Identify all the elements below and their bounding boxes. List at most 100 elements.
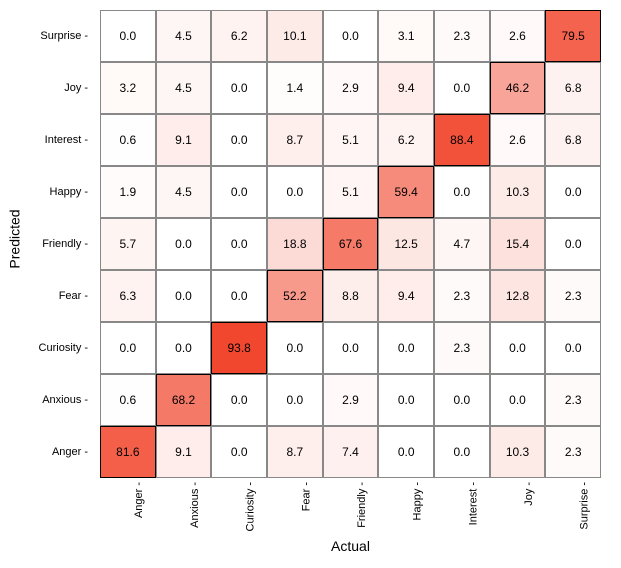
heatmap-cell: 5.1 — [323, 166, 379, 218]
x-tick-label: Anxious - — [189, 482, 201, 528]
y-tick-label: Friendly- — [30, 218, 88, 270]
y-tick-label: Happy- — [30, 166, 88, 218]
heatmap-cell: 88.4 — [434, 114, 490, 166]
y-tick-label: Curiosity- — [30, 322, 88, 374]
heatmap-cell: 6.8 — [545, 62, 601, 114]
tick-mark-icon: - — [523, 482, 535, 486]
y-tick-label: Surprise- — [30, 10, 88, 62]
heatmap-cell: 12.5 — [378, 218, 434, 270]
heatmap-cell: 10.3 — [490, 166, 546, 218]
heatmap-cell: 0.0 — [100, 10, 156, 62]
y-tick-text: Friendly — [42, 238, 81, 250]
heatmap-cell: 0.0 — [378, 426, 434, 478]
heatmap-cell: 0.6 — [100, 374, 156, 426]
tick-mark-icon: - — [84, 186, 88, 198]
heatmap-cell: 9.1 — [156, 114, 212, 166]
heatmap-cell: 0.0 — [267, 322, 323, 374]
heatmap-cell: 8.7 — [267, 426, 323, 478]
heatmap-cell: 0.0 — [434, 374, 490, 426]
x-tick-text: Happy — [412, 489, 424, 521]
heatmap-cell: 0.0 — [211, 374, 267, 426]
tick-mark-icon: - — [84, 342, 88, 354]
heatmap-cell: 59.4 — [378, 166, 434, 218]
x-tick-label: Happy - — [412, 482, 424, 520]
heatmap-cell: 0.0 — [211, 62, 267, 114]
tick-mark-icon: - — [84, 82, 88, 94]
heatmap-cell: 0.0 — [211, 114, 267, 166]
heatmap-cell: 3.1 — [378, 10, 434, 62]
heatmap-cell: 0.0 — [323, 10, 379, 62]
x-tick-label: Curiosity - — [245, 482, 257, 531]
heatmap-cell: 2.6 — [490, 114, 546, 166]
tick-mark-icon: - — [467, 482, 479, 486]
heatmap-cell: 9.1 — [156, 426, 212, 478]
heatmap-cell: 0.0 — [378, 374, 434, 426]
y-tick-text: Surprise — [40, 30, 81, 42]
heatmap-cell: 2.3 — [434, 322, 490, 374]
y-axis-title-text: Predicted — [7, 209, 23, 268]
tick-mark-icon: - — [412, 482, 424, 486]
tick-mark-icon: - — [133, 482, 145, 486]
heatmap-cell: 6.8 — [545, 114, 601, 166]
heatmap-cell: 2.3 — [434, 270, 490, 322]
tick-mark-icon: - — [189, 482, 201, 486]
x-tick-label: Friendly- — [356, 482, 368, 528]
tick-mark-icon: - — [84, 134, 88, 146]
heatmap-grid: 0.04.56.210.10.03.12.32.679.53.24.50.01.… — [100, 10, 601, 478]
y-tick-text: Interest — [45, 134, 82, 146]
heatmap-cell: 81.6 — [100, 426, 156, 478]
heatmap-cell: 46.2 — [490, 62, 546, 114]
heatmap-cell: 0.0 — [490, 322, 546, 374]
heatmap-cell: 4.5 — [156, 166, 212, 218]
heatmap-cell: 2.3 — [434, 10, 490, 62]
tick-mark-icon: - — [300, 482, 312, 486]
heatmap-cell: 0.0 — [434, 62, 490, 114]
tick-mark-icon: - — [245, 482, 257, 486]
heatmap-cell: 79.5 — [545, 10, 601, 62]
heatmap-cell: 15.4 — [490, 218, 546, 270]
heatmap-cell: 6.2 — [211, 10, 267, 62]
heatmap-cell: 0.0 — [434, 166, 490, 218]
heatmap-cell: 0.0 — [378, 322, 434, 374]
tick-mark-icon: - — [579, 482, 591, 486]
heatmap-cell: 0.0 — [490, 374, 546, 426]
x-tick-text: Anxious — [189, 489, 201, 528]
y-tick-label: Joy- — [30, 62, 88, 114]
heatmap-cell: 67.6 — [323, 218, 379, 270]
heatmap-cell: 52.2 — [267, 270, 323, 322]
heatmap-cell: 8.7 — [267, 114, 323, 166]
heatmap-cell: 0.0 — [211, 166, 267, 218]
y-tick-text: Anger — [52, 446, 81, 458]
heatmap-cell: 2.3 — [545, 270, 601, 322]
heatmap-cell: 0.0 — [434, 426, 490, 478]
heatmap-cell: 7.4 — [323, 426, 379, 478]
x-tick-text: Joy — [523, 489, 535, 506]
heatmap-cell: 2.9 — [323, 62, 379, 114]
x-tick-label: Anger- — [133, 482, 145, 518]
y-tick-text: Fear — [59, 290, 82, 302]
tick-mark-icon: - — [356, 482, 368, 486]
heatmap-cell: 0.0 — [267, 166, 323, 218]
x-tick-label: Fear- — [300, 482, 312, 511]
heatmap-cell: 0.0 — [545, 218, 601, 270]
heatmap-cell: 0.0 — [100, 322, 156, 374]
heatmap-cell: 0.0 — [267, 374, 323, 426]
tick-mark-icon: - — [84, 394, 88, 406]
y-tick-label: Interest- — [30, 114, 88, 166]
heatmap-cell: 2.9 — [323, 374, 379, 426]
heatmap-cell: 0.0 — [211, 426, 267, 478]
y-tick-label: Anxious- — [30, 374, 88, 426]
heatmap-cell: 2.6 — [490, 10, 546, 62]
y-tick-label: Fear- — [30, 270, 88, 322]
heatmap-cell: 0.0 — [156, 270, 212, 322]
heatmap-cell: 5.1 — [323, 114, 379, 166]
heatmap-cell: 6.2 — [378, 114, 434, 166]
heatmap-cell: 0.0 — [156, 322, 212, 374]
heatmap-cell: 2.3 — [545, 426, 601, 478]
y-tick-label: Anger- — [30, 426, 88, 478]
x-tick-label: Joy - — [523, 482, 535, 506]
y-tick-text: Joy — [64, 82, 81, 94]
heatmap-cell: 1.9 — [100, 166, 156, 218]
tick-mark-icon: - — [84, 290, 88, 302]
x-tick-text: Curiosity — [245, 489, 257, 532]
